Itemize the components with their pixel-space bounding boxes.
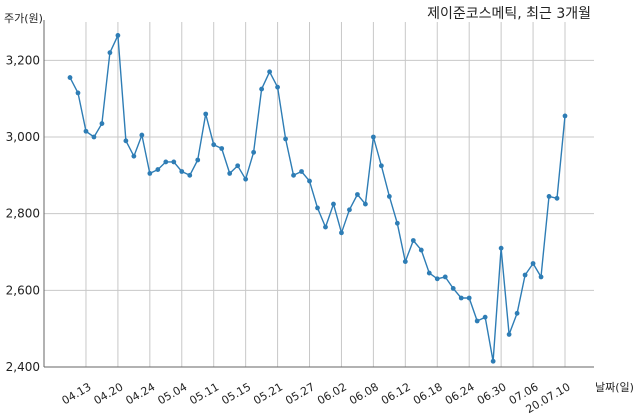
data-point bbox=[418, 247, 424, 253]
data-point bbox=[514, 310, 520, 316]
x-tick-label: 04.24 bbox=[124, 380, 158, 407]
data-point bbox=[331, 201, 336, 207]
y-tick-label: 2,600 bbox=[6, 283, 40, 297]
chart-title: 제이준코스메틱, 최근 3개월 bbox=[427, 6, 591, 22]
x-tick-label: 06.30 bbox=[475, 380, 509, 407]
grid-lines bbox=[44, 22, 594, 368]
tick-labels: 2,400 2,600 2,800 3,000 3,200 04.1304.2004.24… bbox=[6, 53, 573, 416]
data-point bbox=[299, 169, 304, 174]
data-point bbox=[235, 163, 241, 169]
data-point bbox=[203, 111, 209, 117]
data-point bbox=[227, 171, 233, 176]
data-point bbox=[554, 195, 560, 201]
data-point bbox=[67, 75, 73, 80]
x-tick-label: 05.15 bbox=[219, 380, 253, 407]
data-point bbox=[107, 50, 113, 56]
data-point bbox=[147, 171, 153, 176]
data-point bbox=[402, 259, 408, 264]
y-tick-label: 2,400 bbox=[6, 360, 40, 374]
y-tick-label: 2,800 bbox=[6, 207, 40, 221]
data-point bbox=[370, 134, 376, 140]
x-tick-label: 05.27 bbox=[283, 380, 317, 407]
data-point bbox=[91, 134, 97, 140]
data-point bbox=[355, 192, 360, 197]
data-point bbox=[442, 274, 448, 280]
data-point bbox=[251, 149, 257, 155]
y-tick-label: 3,200 bbox=[6, 53, 40, 67]
x-tick-label: 06.02 bbox=[315, 380, 349, 407]
x-tick-label: 05.04 bbox=[155, 380, 189, 407]
price-line bbox=[69, 34, 566, 362]
data-point bbox=[394, 220, 400, 226]
data-point bbox=[522, 272, 528, 278]
data-point bbox=[315, 205, 320, 211]
data-point bbox=[75, 90, 81, 96]
x-tick-label: 06.24 bbox=[443, 380, 477, 407]
data-point bbox=[490, 358, 496, 364]
data-point bbox=[538, 274, 544, 280]
data-point bbox=[562, 113, 568, 119]
y-axis-label: 주가(원) bbox=[4, 12, 43, 25]
data-point bbox=[115, 33, 121, 38]
x-tick-label: 06.08 bbox=[347, 380, 381, 407]
y-tick-label: 3,000 bbox=[6, 130, 40, 144]
x-tick-label: 04.13 bbox=[60, 380, 94, 407]
axes bbox=[43, 20, 594, 368]
price-series bbox=[67, 33, 568, 364]
data-point bbox=[123, 138, 129, 144]
data-point bbox=[83, 128, 89, 134]
data-point bbox=[283, 136, 288, 142]
data-point bbox=[307, 178, 312, 184]
data-point bbox=[506, 332, 512, 337]
data-point bbox=[546, 194, 552, 199]
data-point bbox=[482, 314, 488, 320]
data-point bbox=[450, 286, 456, 291]
x-tick-label: 06.18 bbox=[411, 380, 445, 407]
data-point bbox=[139, 132, 145, 138]
data-point bbox=[275, 84, 280, 90]
data-point bbox=[179, 169, 185, 174]
x-tick-label: 05.11 bbox=[187, 380, 221, 407]
x-axis-label: 날짜(일) bbox=[595, 380, 634, 394]
data-point bbox=[347, 207, 352, 213]
data-point bbox=[378, 163, 384, 169]
data-point bbox=[323, 224, 328, 230]
data-point bbox=[219, 146, 225, 151]
data-point bbox=[267, 69, 272, 75]
x-tick-label: 04.20 bbox=[92, 380, 126, 407]
data-point bbox=[339, 230, 344, 236]
data-point bbox=[195, 157, 201, 163]
data-point bbox=[363, 201, 368, 207]
data-point bbox=[434, 276, 440, 282]
data-point bbox=[410, 238, 416, 243]
data-point bbox=[466, 295, 472, 301]
data-point bbox=[171, 159, 177, 165]
data-point bbox=[243, 176, 249, 182]
x-tick-label: 05.21 bbox=[251, 380, 285, 407]
data-point bbox=[291, 172, 296, 178]
data-point bbox=[498, 245, 504, 251]
data-point bbox=[163, 159, 169, 165]
data-point bbox=[426, 270, 432, 276]
data-point bbox=[211, 142, 217, 148]
data-point bbox=[155, 167, 161, 172]
data-point bbox=[458, 295, 464, 301]
data-point bbox=[530, 261, 536, 266]
data-point bbox=[386, 194, 392, 199]
data-point bbox=[259, 86, 265, 92]
x-tick-label: 06.12 bbox=[379, 380, 413, 407]
data-point bbox=[99, 121, 105, 126]
data-point bbox=[187, 172, 193, 178]
data-point bbox=[131, 153, 137, 159]
data-point bbox=[474, 318, 480, 324]
